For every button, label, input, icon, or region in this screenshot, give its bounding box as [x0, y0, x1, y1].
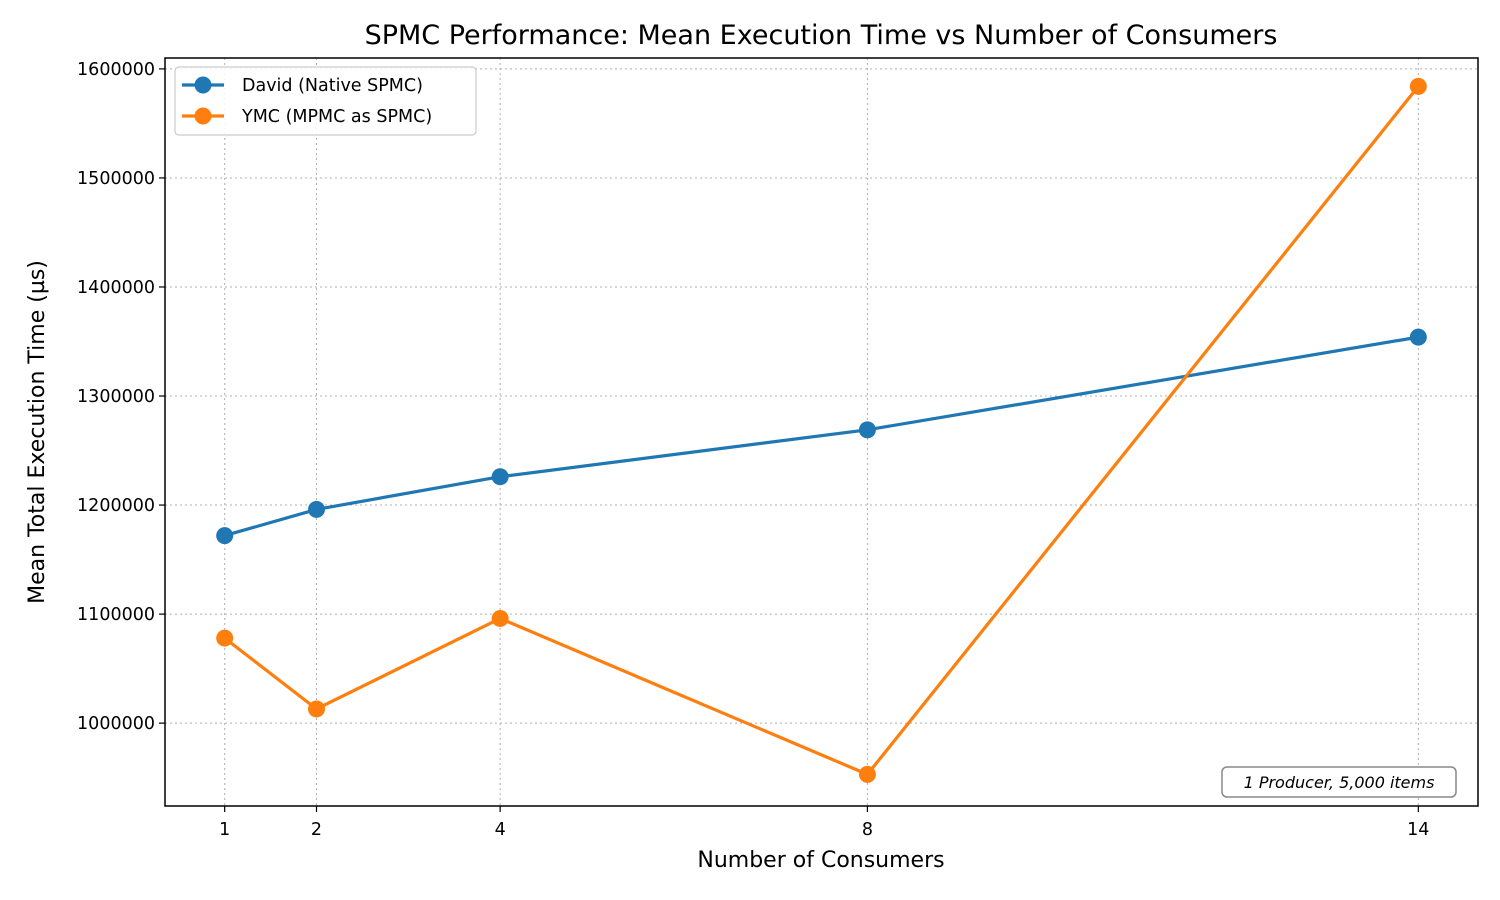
- series-layer: [216, 77, 1427, 783]
- legend-marker: [194, 76, 212, 94]
- chart-title: SPMC Performance: Mean Execution Time vs…: [365, 20, 1278, 51]
- y-tick-label: 1500000: [77, 169, 155, 189]
- y-tick-label: 1200000: [77, 496, 155, 516]
- x-axis-label: Number of Consumers: [697, 848, 944, 873]
- series-2: [216, 77, 1427, 783]
- data-point: [858, 765, 876, 783]
- y-tick-label: 1600000: [77, 60, 155, 80]
- annotation-frame: [1221, 766, 1457, 798]
- y-tick-label: 1000000: [77, 714, 155, 734]
- x-tick-label: 4: [495, 820, 506, 840]
- data-point: [216, 527, 234, 545]
- grid: [165, 58, 1478, 806]
- legend-item: David (Native SPMC): [182, 76, 423, 96]
- legend: David (Native SPMC) YMC (MPMC as SPMC): [174, 66, 477, 136]
- y-tick-label: 1100000: [77, 605, 155, 625]
- data-point: [308, 700, 325, 718]
- data-point: [1409, 77, 1427, 95]
- x-axis: 1 2 4 8 14: [219, 806, 1429, 840]
- y-tick-label: 1400000: [77, 278, 155, 298]
- legend-item: YMC (MPMC as SPMC): [182, 107, 432, 127]
- data-point: [858, 421, 876, 439]
- x-tick-label: 14: [1407, 820, 1429, 840]
- y-tick-label: 1300000: [77, 387, 155, 407]
- data-point: [216, 629, 234, 647]
- data-point: [491, 468, 509, 486]
- annotation-box: 1 Producer, 5,000 items: [1221, 766, 1457, 798]
- legend-frame: [174, 66, 477, 136]
- y-axis: 1000000 1100000 1200000 1300000 1400000 15000…: [77, 60, 165, 734]
- plot-area-frame: [164, 57, 1479, 807]
- data-point: [491, 609, 509, 627]
- legend-marker: [194, 107, 212, 125]
- x-tick-label: 8: [862, 820, 873, 840]
- x-tick-label: 2: [311, 820, 322, 840]
- annotation-text: 1 Producer, 5,000 items: [1244, 773, 1435, 792]
- x-tick-label: 1: [219, 820, 230, 840]
- data-point: [308, 500, 325, 518]
- legend-label: YMC (MPMC as SPMC): [241, 107, 432, 127]
- series-1: [216, 328, 1427, 545]
- data-point: [1409, 328, 1427, 346]
- legend-label: David (Native SPMC): [242, 76, 423, 96]
- y-axis-label: Mean Total Execution Time (µs): [25, 260, 50, 604]
